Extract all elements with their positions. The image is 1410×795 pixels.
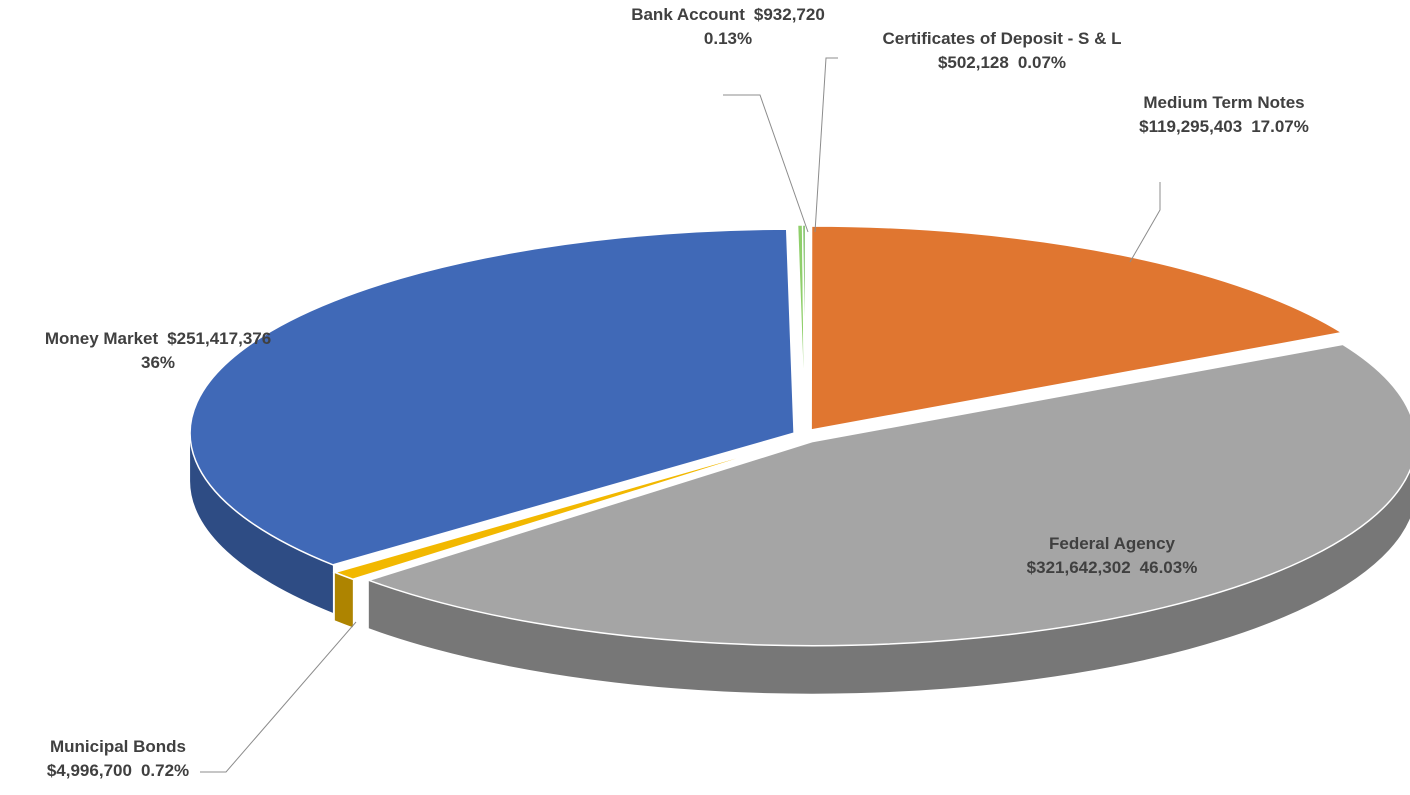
data-label: $321,642,302 46.03% <box>1027 558 1198 577</box>
data-label: $119,295,403 17.07% <box>1139 117 1309 136</box>
label-part: 17.07% <box>1251 117 1309 136</box>
slice-side <box>190 433 333 613</box>
label-part: $119,295,403 <box>1139 117 1242 136</box>
label-part: 0.13% <box>704 29 752 48</box>
label-part: 0.72% <box>141 761 189 780</box>
slice <box>366 343 1410 647</box>
label-part: $4,996,700 <box>47 761 132 780</box>
slice <box>332 439 797 581</box>
label-part: Certificates of Deposit - S & L <box>883 29 1122 48</box>
data-label: $4,996,700 0.72% <box>47 761 189 780</box>
label-part: Municipal Bonds <box>50 737 186 756</box>
label-part: Money Market <box>45 329 159 348</box>
label-part: Federal Agency <box>1049 534 1176 553</box>
data-label: Certificates of Deposit - S & L <box>883 29 1122 48</box>
label-part: $932,720 <box>754 5 825 24</box>
label-part: 36% <box>141 353 175 372</box>
data-label: Municipal Bonds <box>50 737 186 756</box>
data-label: Money Market $251,417,376 <box>45 329 271 348</box>
label-part: Medium Term Notes <box>1143 93 1304 112</box>
leader-lines <box>200 57 1161 773</box>
data-label: 36% <box>141 353 175 372</box>
data-label: $502,128 0.07% <box>938 53 1066 72</box>
label-part: Bank Account <box>631 5 745 24</box>
slice <box>810 225 1344 431</box>
label-part: $251,417,376 <box>167 329 271 348</box>
label-part: 0.07% <box>1018 53 1066 72</box>
slice-side <box>368 470 1410 694</box>
leader-line <box>723 94 809 233</box>
slice-side <box>334 572 353 628</box>
data-label: Medium Term Notes <box>1143 93 1304 112</box>
data-label: Bank Account $932,720 <box>631 5 825 24</box>
leader-line <box>1129 182 1161 263</box>
label-part: $502,128 <box>938 53 1009 72</box>
data-label: Federal Agency <box>1049 534 1176 553</box>
label-part: $321,642,302 <box>1027 558 1131 577</box>
label-part: 46.03% <box>1140 558 1198 577</box>
leader-line <box>814 57 838 233</box>
data-label: 0.13% <box>704 29 752 48</box>
pie-tops <box>189 224 1410 647</box>
leader-line <box>200 621 357 773</box>
pie-sides <box>190 433 1410 694</box>
slice <box>189 228 795 566</box>
